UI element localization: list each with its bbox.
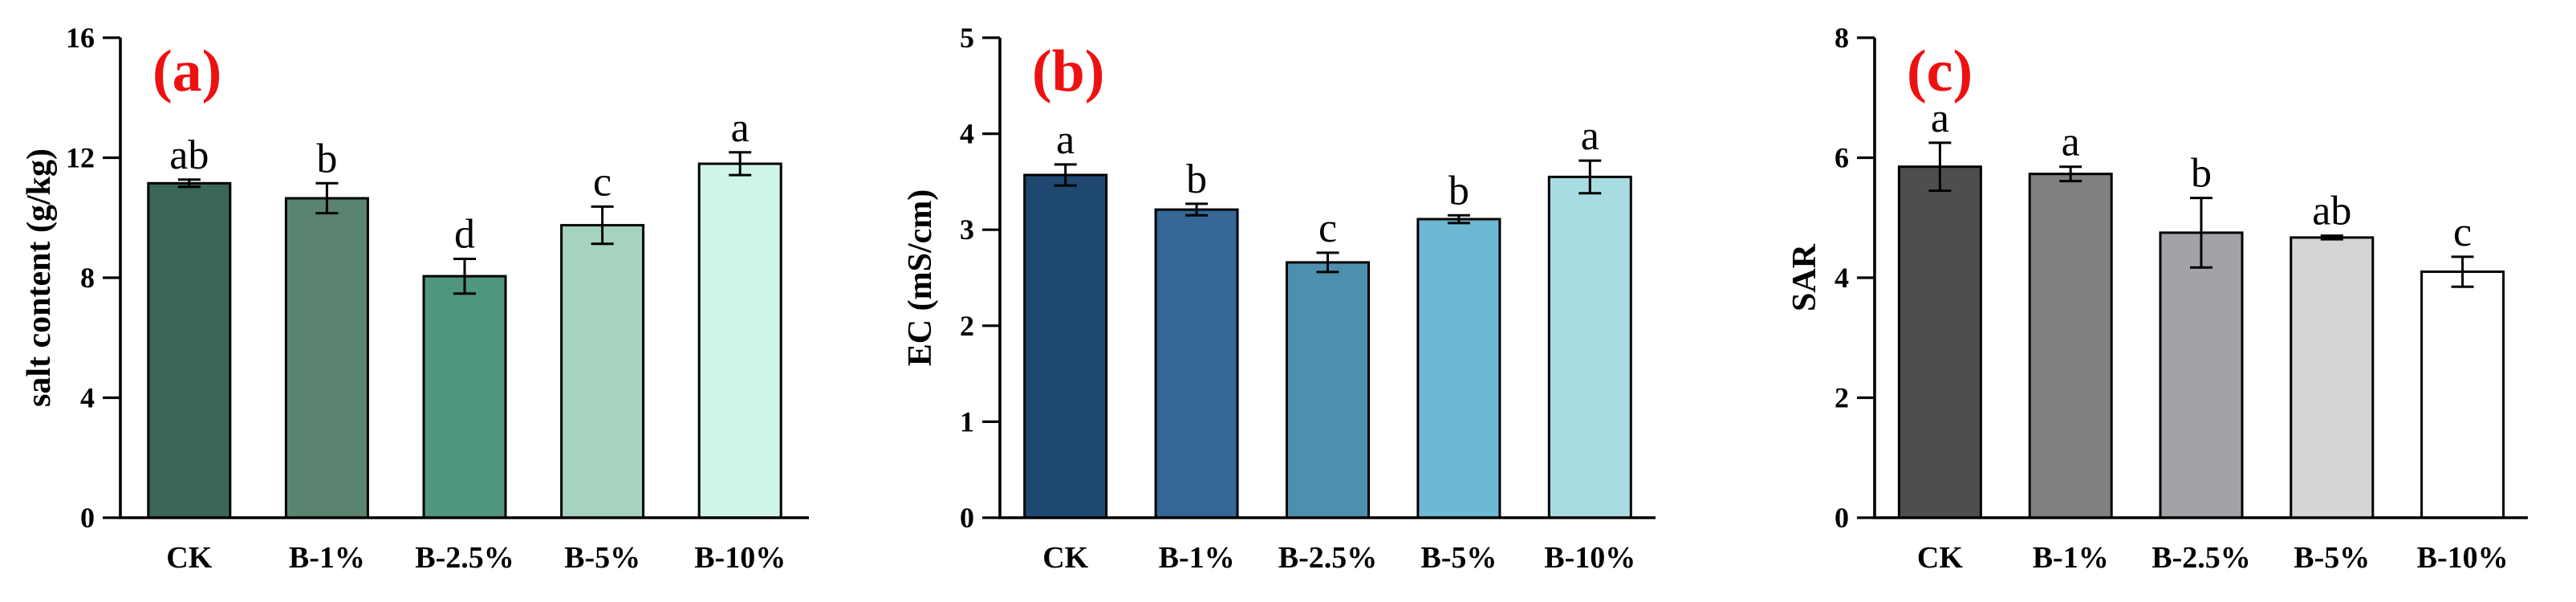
y-tick-label: 6 xyxy=(1834,142,1849,174)
bar-CK xyxy=(147,181,232,519)
y-tick-label: 4 xyxy=(80,382,95,414)
error-bar-B-10% xyxy=(2451,255,2474,288)
y-tick-label: 2 xyxy=(960,310,974,342)
chart-panel-a: ab b d c a 0 4 8 12 16 CK B-1% B-2.5% B-5% B-10% salt c… xyxy=(21,22,809,575)
error-bar-CK xyxy=(1928,141,1952,193)
y-tick-label: 3 xyxy=(960,214,974,246)
error-bar-B-1% xyxy=(315,181,339,215)
significance-label: b xyxy=(2191,151,2212,197)
x-tick-label: CK xyxy=(166,541,212,575)
bar-B-1% xyxy=(1154,208,1239,519)
x-tick-label: B-10% xyxy=(2417,541,2509,575)
y-tick-label: 5 xyxy=(960,22,974,54)
x-tick-label: B-5% xyxy=(1420,541,1497,575)
x-tick-label: B-1% xyxy=(289,541,365,575)
significance-label: ab xyxy=(169,132,209,178)
y-tick-label: 16 xyxy=(66,22,95,54)
error-bar-B-1% xyxy=(2059,165,2082,183)
bar-B-5% xyxy=(2290,236,2375,519)
x-tick-label: B-2.5% xyxy=(1278,541,1378,575)
error-bar-B-1% xyxy=(1185,202,1209,217)
y-tick-label: 8 xyxy=(1834,22,1849,54)
y-axis-label: salt content (g/kg) xyxy=(21,148,58,407)
y-tick-label: 4 xyxy=(1834,262,1849,294)
panel-label: (a) xyxy=(152,39,221,104)
significance-label: a xyxy=(731,105,750,151)
y-tick-label: 0 xyxy=(960,502,974,534)
bar-B-5% xyxy=(1416,218,1501,519)
error-bar-B-10% xyxy=(1579,159,1602,195)
error-bar-B-2.5% xyxy=(453,257,476,295)
error-bar-B-5% xyxy=(591,205,614,246)
x-tick-label: B-1% xyxy=(1159,541,1235,575)
x-tick-label: B-5% xyxy=(564,541,640,575)
y-tick-label: 0 xyxy=(80,502,95,534)
significance-label: d xyxy=(454,212,475,258)
y-tick-label: 0 xyxy=(1834,502,1849,534)
x-tick-label: B-10% xyxy=(1544,541,1635,575)
bar-B-2.5% xyxy=(1286,261,1370,519)
panel-label: (b) xyxy=(1032,39,1104,104)
significance-label: c xyxy=(1318,205,1337,251)
x-tick-label: B-10% xyxy=(694,541,786,575)
y-tick-label: 12 xyxy=(66,142,95,174)
bar-B-5% xyxy=(560,224,645,519)
bar-B-2.5% xyxy=(2159,231,2244,519)
x-tick-label: B-5% xyxy=(2294,541,2370,575)
x-tick-label: B-2.5% xyxy=(415,541,514,575)
panel-label: (c) xyxy=(1907,39,1973,104)
significance-label: c xyxy=(2453,209,2472,255)
y-tick-label: 8 xyxy=(80,262,95,294)
error-bar-B-5% xyxy=(1447,214,1470,225)
error-bar-CK xyxy=(1054,163,1077,187)
error-bar-B-10% xyxy=(729,151,752,177)
bar-B-10% xyxy=(1547,175,1632,519)
bar-CK xyxy=(1897,165,1982,519)
x-tick-label: CK xyxy=(1917,541,1963,575)
y-axis-label: SAR xyxy=(1786,243,1823,311)
bar-B-1% xyxy=(284,197,369,519)
bar-B-2.5% xyxy=(422,275,507,519)
x-tick-label: CK xyxy=(1042,541,1088,575)
bar-B-10% xyxy=(2420,270,2505,519)
significance-label: a xyxy=(1931,96,1949,141)
y-tick-label: 2 xyxy=(1834,382,1849,414)
error-bar-B-2.5% xyxy=(1316,251,1339,274)
error-bar-CK xyxy=(177,178,201,189)
y-tick-label: 1 xyxy=(960,405,974,437)
x-tick-label: B-2.5% xyxy=(2151,541,2251,575)
bar-CK xyxy=(1023,173,1108,519)
y-axis-label: EC (mS/cm) xyxy=(902,189,939,366)
significance-label: b xyxy=(1448,168,1469,214)
significance-label: c xyxy=(593,159,611,205)
y-tick-label: 4 xyxy=(960,118,974,150)
significance-label: ab xyxy=(2312,189,2351,234)
bar-B-1% xyxy=(2028,173,2113,519)
error-bar-B-5% xyxy=(2320,234,2343,241)
significance-label: a xyxy=(1581,113,1599,159)
significance-label: b xyxy=(316,136,337,181)
bar-B-10% xyxy=(697,162,782,519)
significance-label: b xyxy=(1186,157,1207,202)
significance-label: a xyxy=(2062,120,2080,165)
significance-label: a xyxy=(1056,117,1075,163)
chart-panel-b: a b c b a 0 1 2 3 4 5 CK B-1% B-2.5% B-5% B-10% EC (mS/c… xyxy=(902,22,1656,575)
x-tick-label: B-1% xyxy=(2033,541,2109,575)
error-bar-B-2.5% xyxy=(2190,197,2212,269)
